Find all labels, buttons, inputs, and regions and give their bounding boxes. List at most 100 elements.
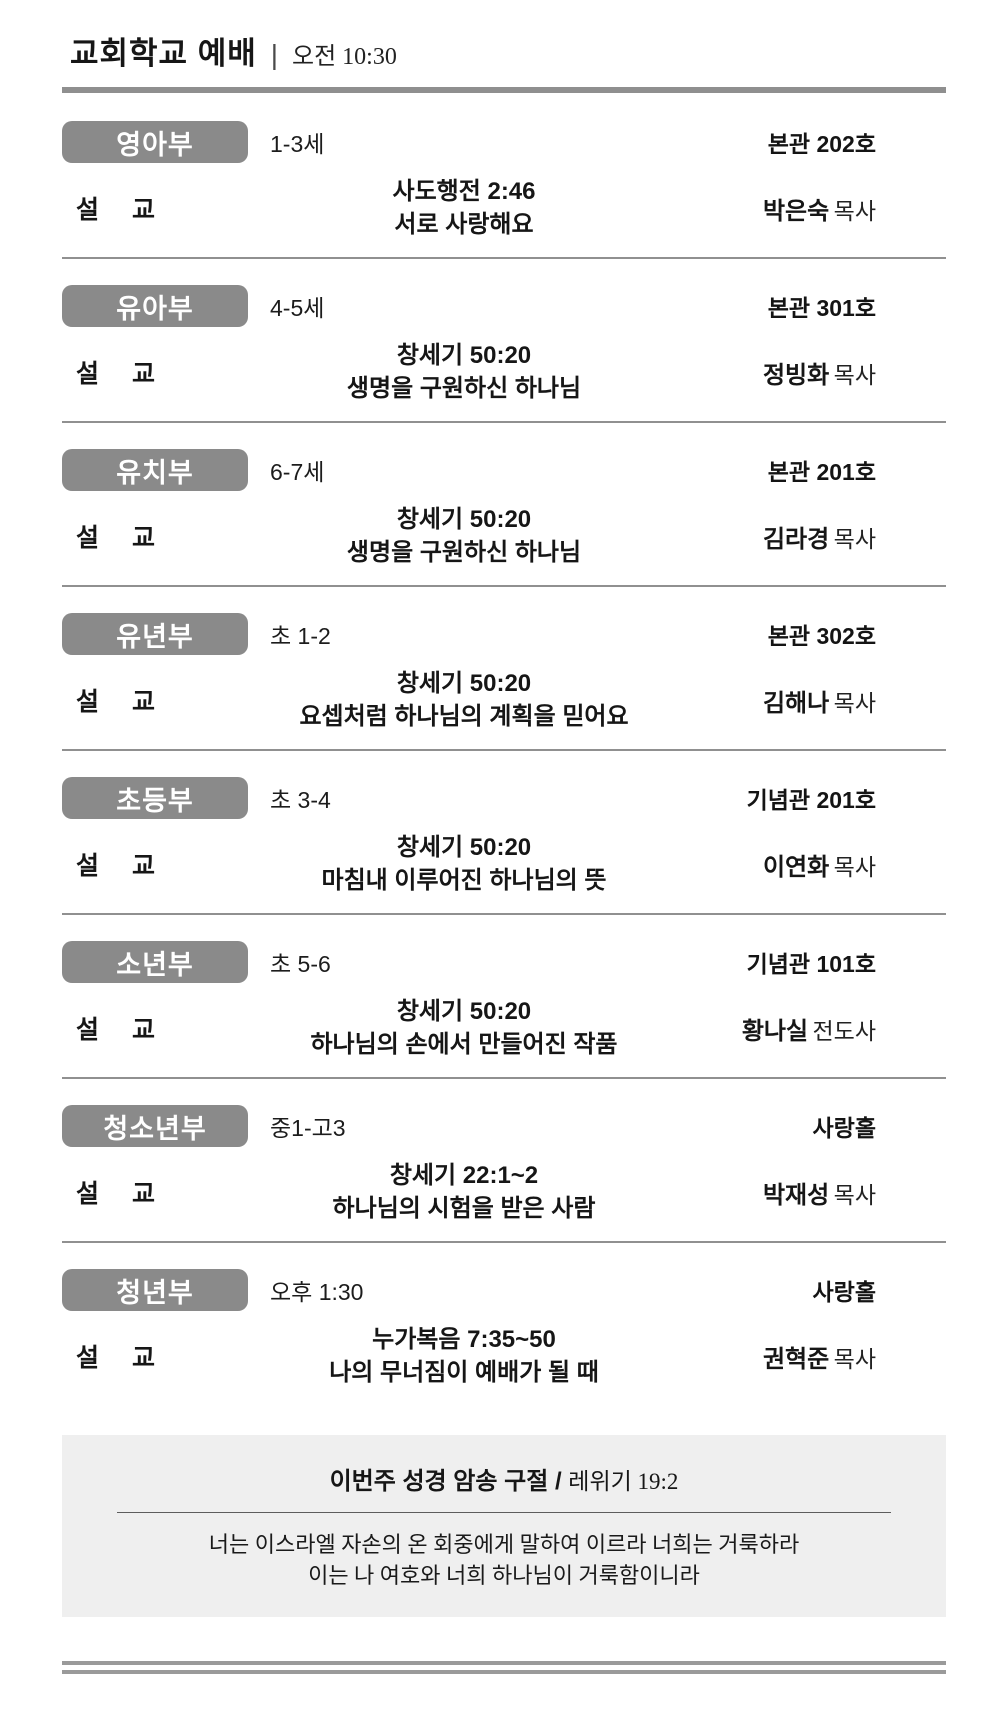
sermon-label: 설 교 — [76, 1180, 155, 1208]
sermon-row: 설 교 창세기 50:20 하나님의 손에서 만들어진 작품 황나실 전도사 — [62, 995, 946, 1061]
age-range: 초 3-4 — [270, 787, 331, 813]
department-section: 유아부 4-5세 본관 301호 설 교 창세기 50:20 생명을 구원하신 … — [62, 259, 946, 423]
department-section: 소년부 초 5-6 기념관 101호 설 교 창세기 50:20 하나님의 손에… — [62, 915, 946, 1079]
sermon-content: 누가복음 7:35~50 나의 무너짐이 예배가 될 때 — [242, 1323, 686, 1389]
sermon-row: 설 교 누가복음 7:35~50 나의 무너짐이 예배가 될 때 권혁준 목사 — [62, 1323, 946, 1389]
age-range: 초 1-2 — [270, 623, 331, 649]
preacher-name: 박재성 — [762, 1181, 830, 1209]
sermon-content: 창세기 50:20 생명을 구원하신 하나님 — [242, 339, 686, 405]
sermon-label: 설 교 — [76, 196, 155, 224]
department-badge: 영아부 — [62, 121, 248, 163]
preacher: 박재성 목사 — [686, 1175, 946, 1210]
department-name: 영아부 — [116, 129, 194, 160]
sermon-label: 설 교 — [76, 360, 155, 388]
department-name: 소년부 — [116, 949, 194, 980]
scripture-reference: 사도행전 2:46 — [392, 178, 536, 205]
sermon-row: 설 교 창세기 50:20 생명을 구원하신 하나님 김라경 목사 — [62, 503, 946, 569]
age-range: 초 5-6 — [270, 951, 331, 977]
scripture-reference: 창세기 50:20 — [396, 998, 532, 1025]
sermon-title: 생명을 구원하신 하나님 — [346, 375, 582, 402]
preacher-role: 목사 — [833, 198, 876, 224]
sermon-title: 마침내 이루어진 하나님의 뜻 — [321, 867, 607, 894]
preacher: 권혁준 목사 — [686, 1339, 946, 1374]
sermon-content: 창세기 50:20 하나님의 손에서 만들어진 작품 — [242, 995, 686, 1061]
scripture-reference: 창세기 50:20 — [396, 670, 532, 697]
memory-verse-box: 이번주 성경 암송 구절 / 레위기 19:2 너는 이스라엘 자손의 온 회중… — [62, 1435, 946, 1617]
department-name: 청년부 — [116, 1277, 194, 1308]
department-header-row: 영아부 1-3세 본관 202호 — [62, 121, 946, 163]
room-location: 본관 302호 — [767, 623, 876, 649]
preacher-role: 목사 — [833, 854, 876, 880]
sermon-row: 설 교 창세기 50:20 마침내 이루어진 하나님의 뜻 이연화 목사 — [62, 831, 946, 897]
preacher-role: 전도사 — [812, 1018, 876, 1044]
department-header-row: 유년부 초 1-2 본관 302호 — [62, 613, 946, 655]
scripture-reference: 창세기 50:20 — [396, 506, 532, 533]
sermon-title: 서로 사랑해요 — [394, 211, 534, 238]
department-header-row: 소년부 초 5-6 기념관 101호 — [62, 941, 946, 983]
preacher-role: 목사 — [833, 1346, 876, 1372]
sermon-content: 사도행전 2:46 서로 사랑해요 — [242, 175, 686, 241]
sermon-label: 설 교 — [76, 688, 155, 716]
department-section: 초등부 초 3-4 기념관 201호 설 교 창세기 50:20 마침내 이루어… — [62, 751, 946, 915]
sermon-label: 설 교 — [76, 1344, 155, 1372]
sermon-title: 생명을 구원하신 하나님 — [346, 539, 582, 566]
preacher-name: 이연화 — [762, 853, 830, 881]
department-name: 유년부 — [116, 621, 194, 652]
sermon-row: 설 교 창세기 22:1~2 하나님의 시험을 받은 사람 박재성 목사 — [62, 1159, 946, 1225]
department-badge: 유치부 — [62, 449, 248, 491]
preacher: 김해나 목사 — [686, 683, 946, 718]
room-location: 기념관 101호 — [746, 951, 876, 977]
verse-divider — [116, 1512, 892, 1513]
department-section: 청년부 오후 1:30 사랑홀 설 교 누가복음 7:35~50 나의 무너짐이… — [62, 1243, 946, 1405]
department-badge: 청년부 — [62, 1269, 248, 1311]
sermon-title: 하나님의 손에서 만들어진 작품 — [310, 1031, 618, 1058]
age-range: 1-3세 — [270, 131, 325, 157]
sermon-content: 창세기 50:20 마침내 이루어진 하나님의 뜻 — [242, 831, 686, 897]
sermon-label: 설 교 — [76, 1016, 155, 1044]
department-name: 청소년부 — [103, 1113, 207, 1144]
preacher: 김라경 목사 — [686, 519, 946, 554]
room-location: 사랑홀 — [812, 1115, 876, 1141]
department-header-row: 청년부 오후 1:30 사랑홀 — [62, 1269, 946, 1311]
preacher: 박은숙 목사 — [686, 191, 946, 226]
room-location: 본관 201호 — [767, 459, 876, 485]
department-name: 유아부 — [116, 293, 194, 324]
verse-line-1: 너는 이스라엘 자손의 온 회중에게 말하여 이르라 너희는 거룩하라 — [208, 1532, 800, 1557]
sermon-row: 설 교 창세기 50:20 요셉처럼 하나님의 계획을 믿어요 김해나 목사 — [62, 667, 946, 733]
scripture-reference: 창세기 22:1~2 — [389, 1162, 539, 1189]
memory-verse-reference: 레위기 19:2 — [568, 1469, 679, 1494]
department-section: 유년부 초 1-2 본관 302호 설 교 창세기 50:20 요셉처럼 하나님… — [62, 587, 946, 751]
department-header-row: 청소년부 중1-고3 사랑홀 — [62, 1105, 946, 1147]
preacher-name: 황나실 — [741, 1017, 809, 1045]
preacher-name: 권혁준 — [762, 1345, 830, 1373]
preacher-name: 정빙화 — [762, 361, 830, 389]
department-badge: 청소년부 — [62, 1105, 248, 1147]
memory-verse-heading: 이번주 성경 암송 구절 / 레위기 19:2 — [92, 1461, 916, 1496]
sermon-row: 설 교 사도행전 2:46 서로 사랑해요 박은숙 목사 — [62, 175, 946, 241]
memory-verse-label: 이번주 성경 암송 구절 / — [329, 1468, 562, 1495]
age-range: 4-5세 — [270, 295, 325, 321]
preacher-name: 박은숙 — [762, 197, 830, 225]
preacher: 정빙화 목사 — [686, 355, 946, 390]
department-header-row: 유아부 4-5세 본관 301호 — [62, 285, 946, 327]
department-badge: 초등부 — [62, 777, 248, 819]
preacher-role: 목사 — [833, 526, 876, 552]
preacher: 이연화 목사 — [686, 847, 946, 882]
sermon-content: 창세기 22:1~2 하나님의 시험을 받은 사람 — [242, 1159, 686, 1225]
preacher-name: 김해나 — [762, 689, 830, 717]
room-location: 사랑홀 — [812, 1279, 876, 1305]
age-range: 오후 1:30 — [270, 1279, 364, 1305]
sermon-title: 나의 무너짐이 예배가 될 때 — [329, 1359, 599, 1386]
department-name: 초등부 — [116, 785, 194, 816]
footer-rule-bottom — [62, 1670, 946, 1674]
department-badge: 유년부 — [62, 613, 248, 655]
preacher-role: 목사 — [833, 690, 876, 716]
sermon-title: 하나님의 시험을 받은 사람 — [332, 1195, 596, 1222]
scripture-reference: 창세기 50:20 — [396, 834, 532, 861]
preacher-name: 김라경 — [762, 525, 830, 553]
age-range: 6-7세 — [270, 459, 325, 485]
verse-line-2: 이는 나 여호와 너희 하나님이 거룩함이니라 — [308, 1563, 700, 1588]
page-title: 교회학교 예배 — [70, 36, 257, 71]
department-list: 영아부 1-3세 본관 202호 설 교 사도행전 2:46 서로 사랑해요 박… — [62, 95, 946, 1405]
sermon-label: 설 교 — [76, 524, 155, 552]
